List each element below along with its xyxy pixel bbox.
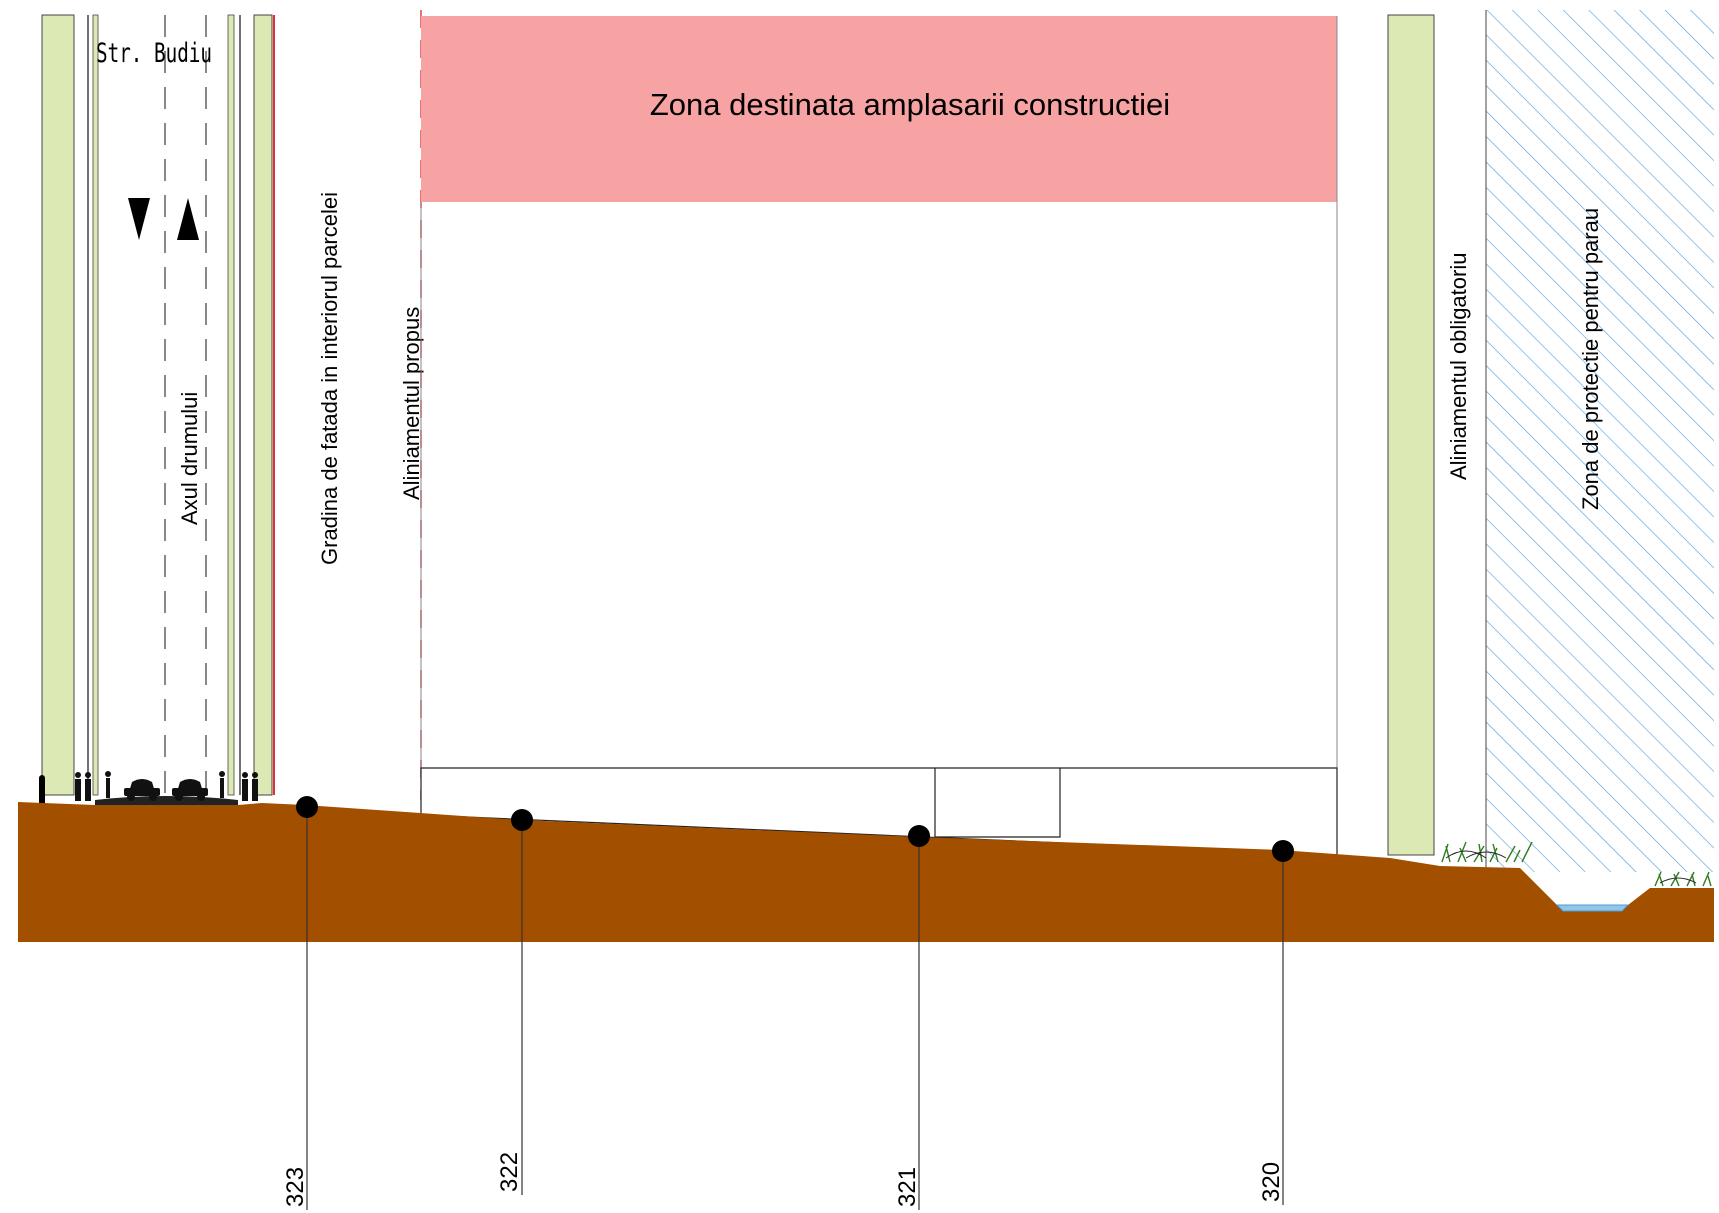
road-axis-label: Axul drumului bbox=[177, 392, 202, 525]
curb-left bbox=[92, 14, 99, 796]
level-marker-icon bbox=[908, 825, 930, 847]
arrow-up-icon bbox=[177, 198, 199, 240]
elevation-label: 322 bbox=[496, 1152, 523, 1192]
ground-profile bbox=[18, 802, 1714, 942]
elevation-label: 323 bbox=[282, 1167, 309, 1207]
road-surface bbox=[95, 796, 238, 806]
grass-icon bbox=[1441, 841, 1533, 863]
elevation-marker-323: 323 bbox=[282, 796, 318, 1210]
grass-icon bbox=[1654, 871, 1712, 887]
elevation-marker-322: 322 bbox=[496, 809, 533, 1195]
road-plan: Str. Budiu Axul drumului bbox=[41, 14, 275, 796]
elevation-label: 321 bbox=[894, 1167, 921, 1207]
street-name: Str. Budiu bbox=[96, 38, 212, 69]
green-strip-mandatory bbox=[1387, 14, 1435, 856]
construction-area: Zona destinata amplasarii constructiei bbox=[420, 16, 1338, 856]
green-strip-right bbox=[253, 14, 273, 796]
building-entrance bbox=[934, 768, 1061, 838]
curb-right bbox=[227, 14, 235, 796]
level-marker-icon bbox=[511, 809, 533, 831]
elevation-marker-320: 320 bbox=[1258, 840, 1294, 1205]
stream-protection-zone bbox=[1486, 10, 1714, 872]
mandatory-alignment-label: Aliniamentul obligatoriu bbox=[1446, 253, 1471, 480]
pedestrian-icon bbox=[75, 771, 258, 801]
green-strip-left bbox=[41, 14, 75, 796]
front-garden-label: Gradina de fatada in interiorul parcelei bbox=[317, 192, 342, 565]
car-icon bbox=[124, 779, 160, 801]
construction-zone bbox=[421, 16, 1337, 202]
construction-zone-label: Zona destinata amplasarii constructiei bbox=[650, 87, 1170, 122]
car-icon bbox=[172, 779, 208, 801]
elevation-label: 320 bbox=[1258, 1162, 1285, 1202]
arrow-down-icon bbox=[128, 198, 150, 240]
level-marker-icon bbox=[296, 796, 318, 818]
proposed-alignment-label: Aliniamentul propus bbox=[399, 307, 424, 500]
elevation-marker-321: 321 bbox=[894, 825, 930, 1210]
protection-zone-label: Zona de protectie pentru parau bbox=[1578, 208, 1603, 510]
stream-water bbox=[1555, 904, 1630, 912]
level-marker-icon bbox=[1272, 840, 1294, 862]
